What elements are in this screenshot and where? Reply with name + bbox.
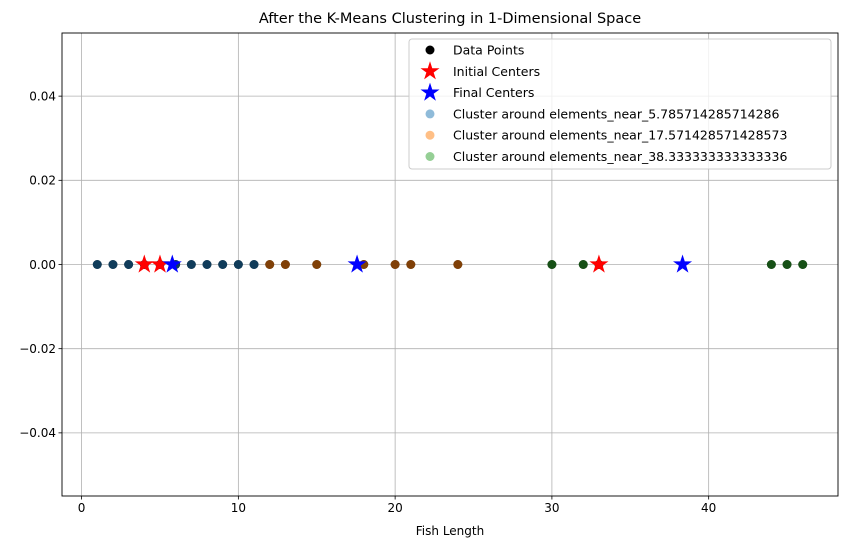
data-point — [202, 260, 212, 269]
data-point — [218, 260, 228, 269]
legend-circle-marker — [425, 45, 435, 55]
x-axis-label: Fish Length — [416, 524, 484, 538]
y-tick-label: −0.02 — [19, 342, 56, 356]
data-point — [798, 260, 808, 269]
legend-entry-label: Data Points — [453, 43, 524, 58]
x-axis: 0 10 20 30 40 — [78, 496, 716, 515]
series-2 — [162, 254, 693, 273]
legend-box — [408, 38, 832, 170]
legend-star-marker — [420, 82, 440, 101]
series-1 — [134, 254, 609, 273]
legend-entry-label: Cluster around elements_near_17.57142857… — [453, 128, 787, 143]
y-axis: 0.04 0.02 0.00 −0.02 −0.04 — [19, 89, 62, 440]
plot-area — [92, 254, 808, 273]
data-point — [108, 260, 118, 269]
data-point — [233, 260, 243, 269]
x-tick-label: 20 — [387, 501, 402, 515]
data-point — [312, 260, 322, 269]
data-point — [390, 260, 400, 269]
data-point — [453, 260, 463, 269]
data-point — [92, 260, 102, 269]
data-point — [249, 260, 259, 269]
y-tick-label: 0.04 — [29, 89, 56, 103]
x-tick-label: 30 — [544, 501, 559, 515]
star-marker — [347, 254, 367, 273]
star-marker — [150, 254, 170, 273]
x-tick-label: 10 — [231, 501, 246, 515]
star-marker — [134, 254, 154, 273]
star-marker — [589, 254, 609, 273]
data-point — [406, 260, 416, 269]
legend-entry-label: Initial Centers — [453, 64, 540, 79]
series-4 — [265, 260, 463, 269]
legend-entry-label: Cluster around elements_near_5.785714285… — [453, 106, 779, 121]
y-tick-label: 0.02 — [29, 174, 56, 188]
chart-title: After the K-Means Clustering in 1-Dimens… — [259, 11, 641, 27]
data-point — [186, 260, 196, 269]
legend-circle-marker — [425, 109, 435, 119]
y-tick-label: 0.00 — [29, 258, 56, 272]
legend-circle-marker — [425, 152, 435, 161]
data-point — [578, 260, 588, 269]
x-tick-label: 0 — [78, 501, 86, 515]
x-tick-label: 40 — [701, 501, 716, 515]
data-point — [280, 260, 290, 269]
legend: Data Points Initial Centers Final Centers C… — [408, 38, 832, 170]
legend-star-marker — [420, 61, 440, 80]
data-point — [124, 260, 134, 269]
star-marker — [162, 254, 182, 273]
legend-entry-label: Final Centers — [453, 85, 534, 100]
data-point — [265, 260, 275, 269]
legend-circle-marker — [425, 130, 435, 140]
data-point — [547, 260, 557, 269]
y-tick-label: −0.04 — [19, 426, 56, 440]
legend-entry-label: Cluster around elements_near_38.33333333… — [453, 149, 787, 164]
data-point — [766, 260, 776, 269]
data-point — [782, 260, 792, 269]
star-marker — [673, 254, 693, 273]
